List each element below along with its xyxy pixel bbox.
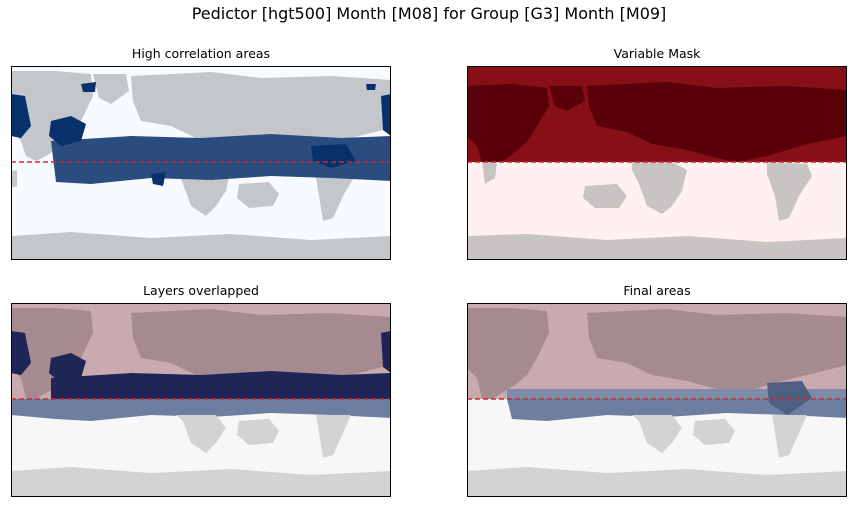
land-north-central [482, 162, 497, 184]
corr-north-patch [81, 82, 96, 92]
corr-west-edge [11, 94, 31, 138]
land-north-america [467, 308, 549, 399]
panel-title: Layers overlapped [143, 283, 259, 298]
panel-title: Final areas [623, 283, 691, 298]
corr-tropical-band [51, 134, 391, 184]
land-greenland [549, 86, 585, 111]
land-eurasia [131, 309, 391, 395]
land-south-america [316, 415, 351, 458]
corr-tropical-south [11, 399, 391, 421]
axes-frame [467, 303, 847, 497]
land-australia [583, 184, 627, 208]
map-layers-overlapped [11, 303, 391, 497]
axes-frame [11, 303, 391, 497]
panel-high-correlation: High correlation areas [11, 46, 391, 260]
corr-atlantic-blob [49, 353, 86, 383]
land-outside-mask [11, 415, 391, 497]
land-africa [632, 162, 687, 214]
land-antarctica [467, 467, 847, 497]
land-in-mask [467, 308, 847, 399]
land-africa [176, 415, 226, 453]
land-west-edge-islands [11, 170, 17, 188]
correlation-layer [11, 82, 391, 186]
panel-final-areas: Final areas [467, 283, 847, 497]
land-outside-mask [467, 162, 847, 260]
corr-east-edge [381, 94, 391, 136]
corr-east-edge [381, 331, 391, 373]
panel-layers-overlapped: Layers overlapped [11, 283, 391, 497]
land-australia [237, 182, 279, 208]
land-eurasia [587, 82, 847, 162]
land-antarctica [11, 467, 391, 497]
land-south-america [767, 162, 812, 221]
panel-variable-mask: Variable Mask [467, 46, 847, 260]
corr-pacific-east [311, 144, 356, 168]
land-antarctica [11, 232, 391, 260]
corr-atlantic-blob [49, 116, 86, 146]
map-high-correlation [11, 66, 391, 260]
land-north-america [467, 84, 549, 162]
land-africa [632, 415, 682, 453]
corr-north-patch-2 [366, 84, 376, 90]
land-greenland [93, 74, 129, 104]
land-australia [237, 419, 279, 445]
corr-west-edge [11, 331, 31, 375]
corr-tropical-north [51, 371, 391, 399]
final-region-south [507, 399, 847, 421]
land-eurasia [587, 309, 847, 395]
land-in-mask [11, 308, 391, 399]
correlation-overlap [11, 331, 391, 399]
map-variable-mask [467, 66, 847, 260]
land-outside-mask [467, 415, 847, 497]
panel-title: Variable Mask [613, 46, 701, 61]
figure-title: Pedictor [hgt500] Month [M08] for Group … [191, 4, 667, 23]
axes-frame [11, 66, 391, 260]
corr-south-patch [151, 172, 166, 186]
land-antarctica [467, 234, 847, 260]
final-dark-patch [767, 381, 812, 415]
land-north-america [11, 308, 93, 399]
axes-frame [467, 66, 847, 260]
land-in-mask [467, 82, 847, 162]
panel-title: High correlation areas [131, 46, 271, 61]
land-south-america [772, 415, 807, 458]
land-australia [693, 419, 735, 445]
final-region-north [507, 389, 847, 399]
land-eurasia [131, 72, 391, 158]
map-final-areas [467, 303, 847, 497]
land-north-america [11, 71, 93, 161]
